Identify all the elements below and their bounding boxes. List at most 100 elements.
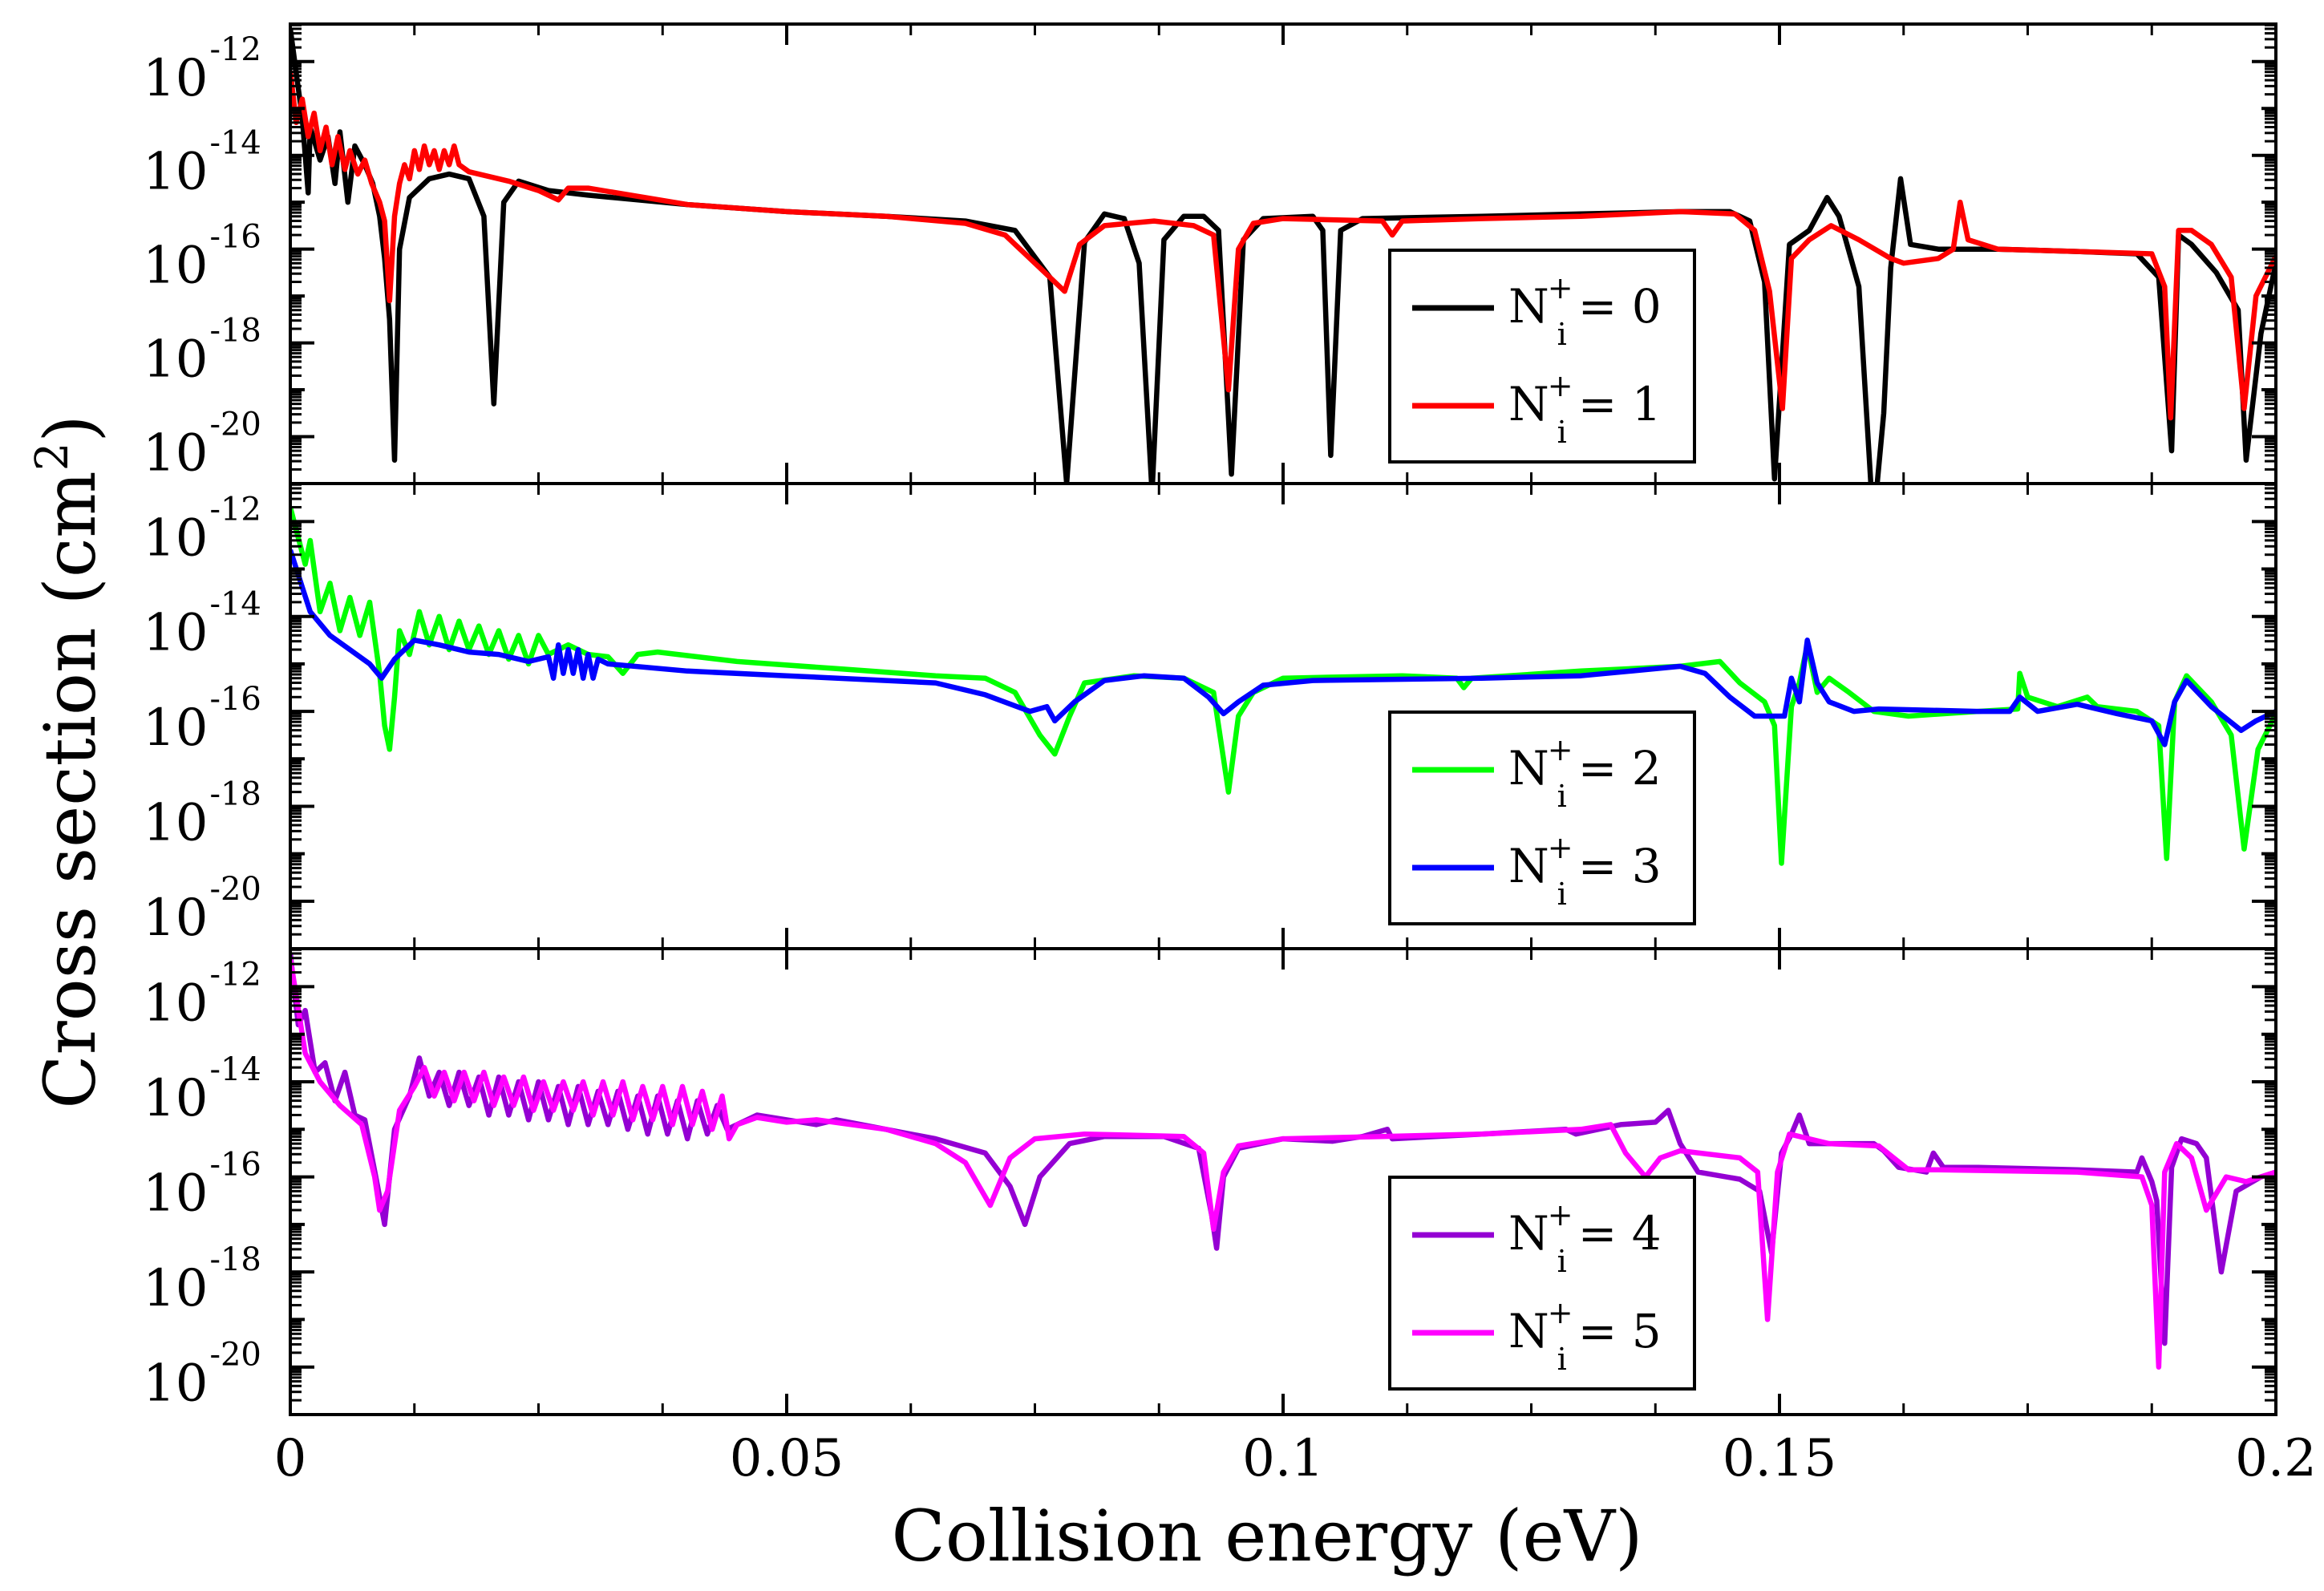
y-axis-title: Cross section (cm2) <box>26 415 111 1108</box>
legend-label-value: = 4 <box>1578 1206 1662 1261</box>
y-tick-label-base: 10 <box>143 424 208 484</box>
legend-label-main: N <box>1508 741 1549 796</box>
legend-label-value: = 5 <box>1578 1304 1662 1358</box>
y-tick-label-base: 10 <box>143 793 208 852</box>
y-tick-label-base: 10 <box>143 49 208 108</box>
legend-label-sup: + <box>1548 368 1573 403</box>
y-tick-label: 10-18 <box>143 1241 261 1318</box>
legend-label-main: N <box>1508 1206 1549 1261</box>
legend-label-value: = 1 <box>1578 377 1662 431</box>
series-line-0-1 <box>290 71 2276 421</box>
y-tick-label-exp: -18 <box>209 1241 261 1278</box>
y-tick-label: 10-12 <box>143 31 261 108</box>
y-tick-label-base: 10 <box>143 508 208 568</box>
x-tick-label: 0.1 <box>1242 1429 1324 1488</box>
legend-label-sub: i <box>1557 779 1567 814</box>
y-tick-label-base: 10 <box>143 974 208 1033</box>
y-tick-label-exp: -18 <box>209 313 261 350</box>
y-tick-label-exp: -14 <box>209 125 261 162</box>
legend-label: N+ i = 0 <box>1508 270 1662 352</box>
y-tick-label-base: 10 <box>143 698 208 758</box>
y-tick-label: 10-20 <box>143 871 261 948</box>
x-tick-label: 0.15 <box>1723 1429 1837 1488</box>
legend-label-sup: + <box>1548 270 1573 306</box>
legend-label-sup: + <box>1548 1197 1573 1233</box>
y-tick-label-exp: -20 <box>209 1337 261 1374</box>
y-tick-label: 10-14 <box>143 1051 261 1128</box>
y-tick-label-exp: -12 <box>209 31 261 68</box>
legend-label-main: N <box>1508 1304 1549 1358</box>
y-tick-label: 10-14 <box>143 125 261 202</box>
y-axis-title-base: Cross section (cm <box>29 471 111 1108</box>
y-tick-label-exp: -14 <box>209 1051 261 1088</box>
legend-label-main: N <box>1508 377 1549 431</box>
y-tick-label-base: 10 <box>143 237 208 296</box>
x-axis-title: Collision energy (eV) <box>892 1495 1643 1577</box>
legend-label-sub: i <box>1557 1342 1567 1377</box>
legend-1: N+ i= 2N+ i= 3 <box>1388 710 1696 925</box>
legend-label: N+ i = 2 <box>1508 732 1662 814</box>
y-tick-label: 10-18 <box>143 775 261 852</box>
legend-label-sup: + <box>1548 1295 1573 1330</box>
y-tick-label-base: 10 <box>143 1259 208 1318</box>
y-tick-label-exp: -20 <box>209 871 261 908</box>
y-tick-label-exp: -18 <box>209 775 261 812</box>
y-axis-title-exp: 2 <box>26 443 79 472</box>
x-tick-label: 0.05 <box>730 1429 844 1488</box>
y-tick-label-base: 10 <box>143 1164 208 1224</box>
legend-label-sub: i <box>1557 1244 1567 1279</box>
series-line-2-0 <box>290 953 2276 1346</box>
y-tick-label: 10-16 <box>143 1147 261 1224</box>
legend-label-sup: + <box>1548 732 1573 767</box>
legend-label: N+ i = 5 <box>1508 1295 1662 1377</box>
y-tick-label-base: 10 <box>143 330 208 390</box>
y-tick-label: 10-12 <box>143 491 261 568</box>
y-tick-label: 10-16 <box>143 219 261 296</box>
y-tick-label-base: 10 <box>143 143 208 202</box>
legend-2: N+ i= 4N+ i= 5 <box>1388 1176 1696 1391</box>
panel-frame <box>289 947 2277 1416</box>
legend-label-sub: i <box>1557 415 1567 450</box>
y-tick-label: 10-14 <box>143 586 261 663</box>
panel-frame <box>289 482 2277 950</box>
panel-frame <box>289 22 2277 485</box>
y-tick-label-exp: -16 <box>209 219 261 256</box>
legend-label: N+ i = 3 <box>1508 830 1662 912</box>
y-tick-label-exp: -14 <box>209 586 261 623</box>
y-tick-label-base: 10 <box>143 889 208 948</box>
x-tick-label: 0 <box>274 1429 307 1488</box>
legend-label-sub: i <box>1557 317 1567 352</box>
legend-label-main: N <box>1508 279 1549 334</box>
series-line-0-0 <box>290 28 2276 484</box>
y-tick-label-exp: -16 <box>209 1147 261 1184</box>
y-tick-label-base: 10 <box>143 1354 208 1414</box>
y-tick-label-base: 10 <box>143 1069 208 1128</box>
y-tick-label: 10-20 <box>143 1337 261 1414</box>
y-tick-label-exp: -12 <box>209 491 261 528</box>
y-tick-label: 10-16 <box>143 681 261 758</box>
legend-box <box>1388 249 1696 464</box>
x-tick-label: 0.2 <box>2235 1429 2317 1488</box>
legend-label: N+ i = 4 <box>1508 1197 1662 1279</box>
legend-box <box>1388 710 1696 925</box>
legend-box <box>1388 1176 1696 1391</box>
y-tick-label-exp: -12 <box>209 956 261 993</box>
legend-label-sub: i <box>1557 876 1567 912</box>
y-tick-label-exp: -16 <box>209 681 261 718</box>
legend-0: N+ i= 0N+ i= 1 <box>1388 249 1696 464</box>
legend-label-sup: + <box>1548 830 1573 865</box>
series-line-2-1 <box>290 957 2276 1370</box>
legend-label-value: = 0 <box>1578 279 1662 334</box>
y-tick-label: 10-20 <box>143 407 261 484</box>
y-tick-label: 10-12 <box>143 956 261 1033</box>
legend-label-main: N <box>1508 839 1549 893</box>
legend-label: N+ i = 1 <box>1508 368 1662 450</box>
series-line-1-1 <box>290 549 2276 747</box>
y-tick-label: 10-18 <box>143 313 261 390</box>
y-axis-title-close: ) <box>29 415 111 442</box>
legend-label-value: = 3 <box>1578 839 1662 893</box>
